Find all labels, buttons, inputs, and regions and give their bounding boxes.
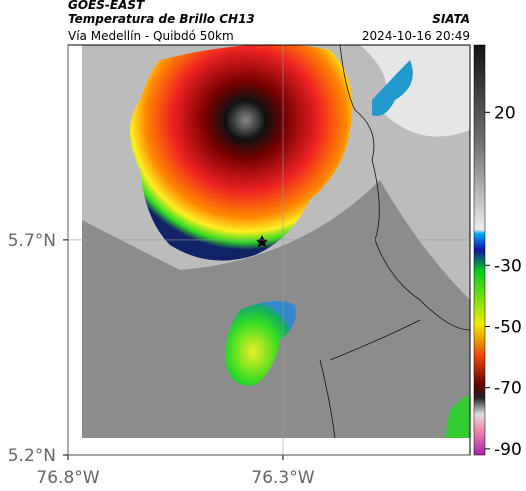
route: Vía Medellín - Quibdó 50km — [68, 29, 234, 43]
datetime: 2024-10-16 20:49 — [362, 29, 470, 43]
satellite: GOES-EAST — [68, 0, 145, 12]
y-tick-label: 5.7°N — [8, 231, 56, 251]
colorbar-label: -30 — [494, 256, 522, 276]
source: SIATA — [432, 12, 470, 26]
colorbar-label: -50 — [494, 317, 522, 337]
y-tick-label: 5.2°N — [8, 446, 56, 466]
satellite-image — [82, 44, 471, 439]
x-tick-label: 76.3°W — [251, 468, 314, 488]
colorbar — [473, 44, 486, 456]
colorbar-label: 20 — [494, 103, 516, 123]
x-tick-label: 76.8°W — [36, 468, 99, 488]
colorbar-label: -90 — [494, 440, 522, 460]
product: Temperatura de Brillo CH13 — [68, 12, 255, 26]
colorbar-label: -70 — [494, 379, 522, 399]
